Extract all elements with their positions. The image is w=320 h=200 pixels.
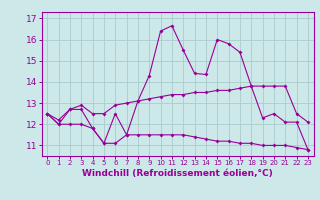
X-axis label: Windchill (Refroidissement éolien,°C): Windchill (Refroidissement éolien,°C) bbox=[82, 169, 273, 178]
